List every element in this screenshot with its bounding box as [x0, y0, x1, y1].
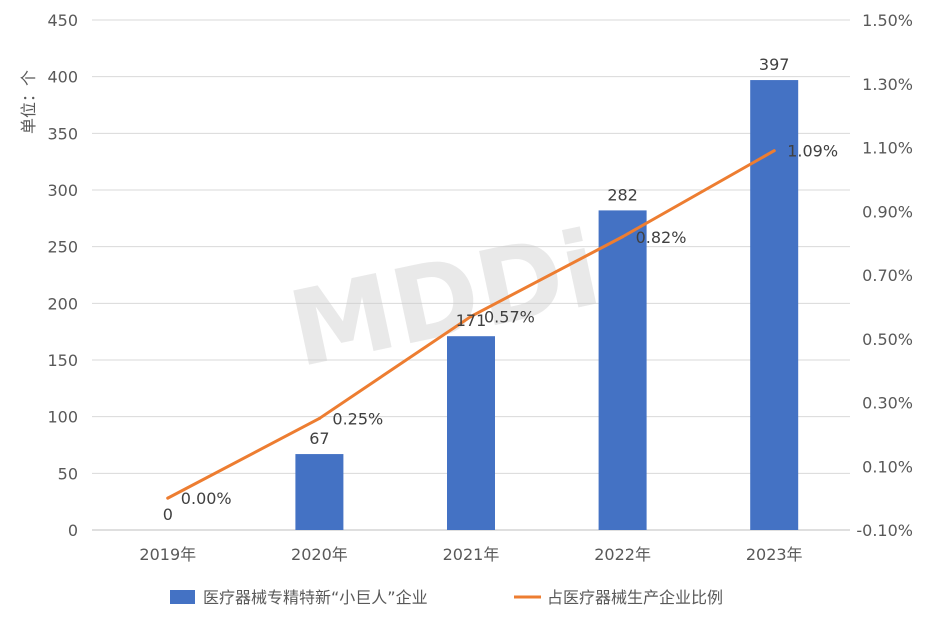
bar-value-label: 0 [163, 505, 173, 524]
legend-bar-label: 医疗器械专精特新“小巨人”企业 [203, 588, 428, 607]
line-point [166, 496, 170, 500]
bar-series [295, 80, 799, 531]
line-point [772, 149, 776, 153]
legend-line-label: 占医疗器械生产企业比例 [547, 588, 723, 607]
left-tick-label: 200 [47, 294, 78, 313]
y-axis-title: 单位：个 [19, 70, 38, 134]
right-axis-ticks: -0.10% 0.10% 0.30% 0.50% 0.70% 0.90% 1.10% 1.30… [856, 11, 913, 540]
line-value-label: 1.09% [787, 142, 838, 161]
bar-value-label: 282 [607, 185, 638, 204]
right-tick-label: 1.30% [862, 75, 913, 94]
left-tick-label: 100 [47, 408, 78, 427]
watermark: MDDi [280, 207, 610, 391]
right-tick-label: 0.90% [862, 202, 913, 221]
bar [750, 80, 799, 531]
line-value-label: 0.57% [484, 307, 535, 326]
right-tick-label: 1.50% [862, 11, 913, 30]
x-tick-label: 2022年 [594, 545, 651, 564]
bar-value-label: 171 [456, 311, 487, 330]
line-point [621, 235, 625, 239]
legend: 医疗器械专精特新“小巨人”企业 占医疗器械生产企业比例 [170, 588, 723, 607]
x-tick-label: 2020年 [291, 545, 348, 564]
right-tick-label: 0.30% [862, 394, 913, 413]
left-tick-label: 450 [47, 11, 78, 30]
x-tick-label: 2019年 [139, 545, 196, 564]
bar [295, 454, 344, 530]
x-tick-label: 2023年 [746, 545, 803, 564]
line-value-label: 0.82% [636, 228, 687, 247]
bar-value-label: 397 [759, 55, 790, 74]
line-series [166, 149, 776, 500]
bar [447, 336, 495, 530]
x-axis-ticks: 2019年 2020年 2021年 2022年 2023年 [139, 545, 802, 564]
left-tick-label: 250 [47, 238, 78, 257]
left-tick-label: 350 [47, 124, 78, 143]
legend-bar-swatch [170, 590, 195, 604]
right-tick-label: 0.50% [862, 330, 913, 349]
x-tick-label: 2021年 [443, 545, 500, 564]
line-value-label: 0.00% [181, 489, 232, 508]
left-tick-label: 300 [47, 181, 78, 200]
left-tick-label: 50 [58, 464, 78, 483]
left-tick-label: 150 [47, 351, 78, 370]
left-tick-label: 0 [68, 521, 78, 540]
left-axis-ticks: 0 50 100 150 200 250 300 350 400 450 [47, 11, 78, 540]
bar [598, 210, 647, 530]
line-value-label: 0.25% [332, 409, 383, 428]
left-tick-label: 400 [47, 68, 78, 87]
right-tick-label: 1.10% [862, 139, 913, 158]
line-data-labels: 0.00% 0.25% 0.57% 0.82% 1.09% [181, 142, 838, 508]
line-point [317, 416, 321, 420]
bar-value-label: 67 [309, 429, 329, 448]
right-tick-label: -0.10% [856, 521, 913, 540]
right-tick-label: 0.10% [862, 457, 913, 476]
right-tick-label: 0.70% [862, 266, 913, 285]
line-point [469, 314, 473, 318]
bar-data-labels: 0 67 171 282 397 [163, 55, 790, 524]
gridlines [92, 19, 850, 531]
